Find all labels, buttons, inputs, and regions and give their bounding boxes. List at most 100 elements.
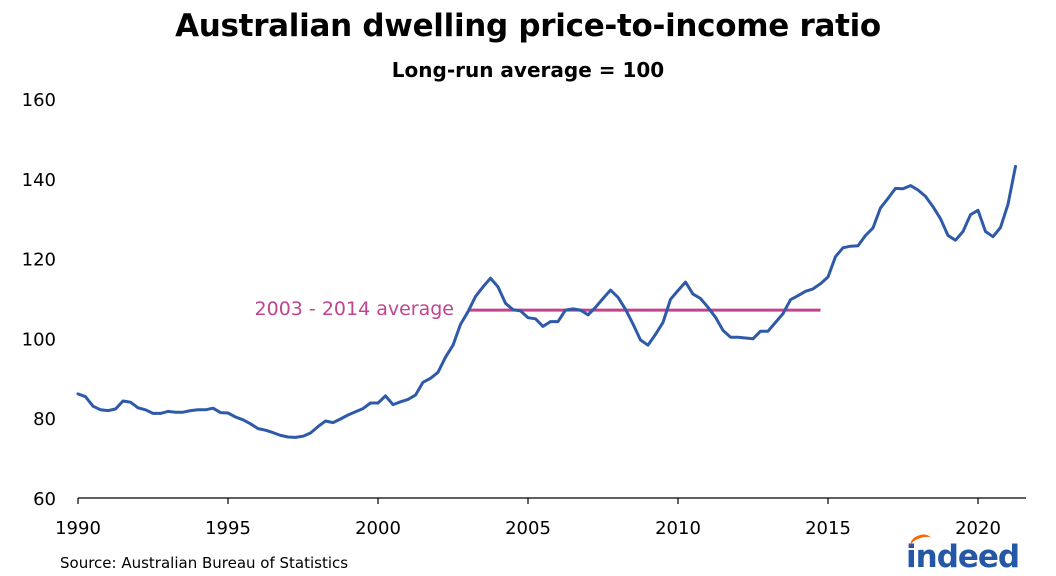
data-point bbox=[1014, 165, 1017, 168]
data-point bbox=[204, 408, 207, 411]
data-point bbox=[76, 392, 80, 396]
y-tick-label: 120 bbox=[22, 250, 56, 271]
data-point bbox=[796, 294, 800, 297]
y-tick-label: 80 bbox=[33, 409, 56, 430]
data-point bbox=[489, 277, 492, 280]
data-point bbox=[189, 409, 192, 412]
data-point bbox=[556, 320, 560, 323]
data-point bbox=[759, 330, 762, 333]
data-point bbox=[399, 400, 402, 403]
indeed-logo: indeed bbox=[906, 531, 1020, 575]
data-point bbox=[886, 197, 890, 200]
data-point bbox=[114, 407, 117, 411]
data-point bbox=[436, 371, 440, 374]
data-point bbox=[931, 205, 935, 208]
data-point bbox=[856, 244, 860, 247]
data-point bbox=[106, 409, 110, 412]
data-point bbox=[781, 312, 785, 315]
data-point bbox=[279, 434, 282, 437]
series-group bbox=[76, 164, 1017, 439]
data-point bbox=[811, 287, 815, 291]
data-point bbox=[909, 184, 912, 187]
data-point bbox=[819, 282, 822, 285]
data-point bbox=[1006, 203, 1010, 206]
data-point bbox=[541, 325, 545, 328]
data-point bbox=[691, 292, 695, 296]
data-point bbox=[616, 296, 620, 299]
data-point bbox=[324, 419, 327, 423]
data-point bbox=[121, 399, 125, 403]
data-point bbox=[444, 356, 447, 359]
data-point bbox=[286, 435, 290, 439]
x-tick-label: 2020 bbox=[955, 518, 1001, 539]
series-line-price-to-income bbox=[76, 164, 1017, 439]
data-point bbox=[234, 415, 237, 419]
data-point bbox=[241, 418, 245, 421]
data-point bbox=[564, 308, 567, 312]
data-point bbox=[736, 336, 740, 339]
data-point bbox=[309, 431, 312, 435]
data-point bbox=[826, 275, 830, 279]
data-point bbox=[331, 421, 335, 424]
data-point bbox=[774, 321, 777, 324]
data-point bbox=[271, 431, 275, 434]
data-point bbox=[481, 285, 485, 289]
data-point bbox=[354, 410, 357, 413]
data-point bbox=[451, 344, 455, 347]
data-point bbox=[579, 308, 582, 312]
axes: 60 80 100 120 140 160 1990 1995 2000 2005 2010 2015… bbox=[22, 90, 1026, 539]
data-point bbox=[159, 412, 162, 415]
data-point bbox=[699, 297, 702, 300]
source-note: Source: Australian Bureau of Statistics bbox=[60, 554, 349, 572]
data-point bbox=[384, 394, 387, 398]
data-point bbox=[676, 289, 680, 292]
data-point bbox=[249, 422, 252, 425]
data-point bbox=[511, 308, 515, 311]
data-point bbox=[136, 406, 140, 409]
data-point bbox=[369, 401, 372, 405]
y-tick-label: 160 bbox=[22, 90, 56, 111]
reference-line-group: 2003 - 2014 average bbox=[255, 298, 821, 320]
data-point bbox=[549, 320, 552, 323]
data-point bbox=[879, 206, 882, 210]
data-point bbox=[639, 338, 642, 342]
data-point bbox=[256, 427, 260, 430]
data-point bbox=[714, 316, 717, 319]
data-point bbox=[144, 408, 147, 411]
data-point bbox=[841, 246, 845, 249]
data-point bbox=[526, 316, 530, 319]
data-point bbox=[391, 403, 395, 406]
data-point bbox=[721, 329, 725, 332]
data-point bbox=[834, 255, 837, 258]
data-point bbox=[219, 411, 222, 414]
data-point bbox=[894, 187, 897, 190]
data-point bbox=[804, 290, 807, 293]
data-point bbox=[196, 408, 200, 411]
data-point bbox=[414, 393, 417, 397]
data-point bbox=[624, 308, 627, 311]
x-tick-label: 2015 bbox=[805, 518, 851, 539]
data-point bbox=[601, 297, 605, 300]
data-point bbox=[706, 306, 710, 309]
data-point bbox=[91, 405, 95, 408]
data-point bbox=[301, 435, 305, 438]
data-point bbox=[751, 337, 755, 340]
x-tick-label: 2000 bbox=[355, 518, 401, 539]
data-point bbox=[406, 398, 410, 401]
data-point bbox=[609, 288, 612, 292]
data-point bbox=[211, 407, 215, 410]
reference-line-label: 2003 - 2014 average bbox=[255, 298, 454, 320]
data-point bbox=[991, 235, 995, 238]
data-point bbox=[969, 213, 972, 216]
data-point bbox=[789, 298, 792, 301]
data-point bbox=[181, 411, 185, 414]
data-point bbox=[661, 321, 665, 324]
data-point bbox=[864, 234, 867, 237]
data-point bbox=[429, 377, 432, 380]
data-point bbox=[939, 217, 942, 220]
data-point bbox=[421, 381, 425, 384]
x-tick-label: 2010 bbox=[655, 518, 701, 539]
data-point bbox=[534, 317, 537, 320]
data-point bbox=[376, 401, 380, 405]
